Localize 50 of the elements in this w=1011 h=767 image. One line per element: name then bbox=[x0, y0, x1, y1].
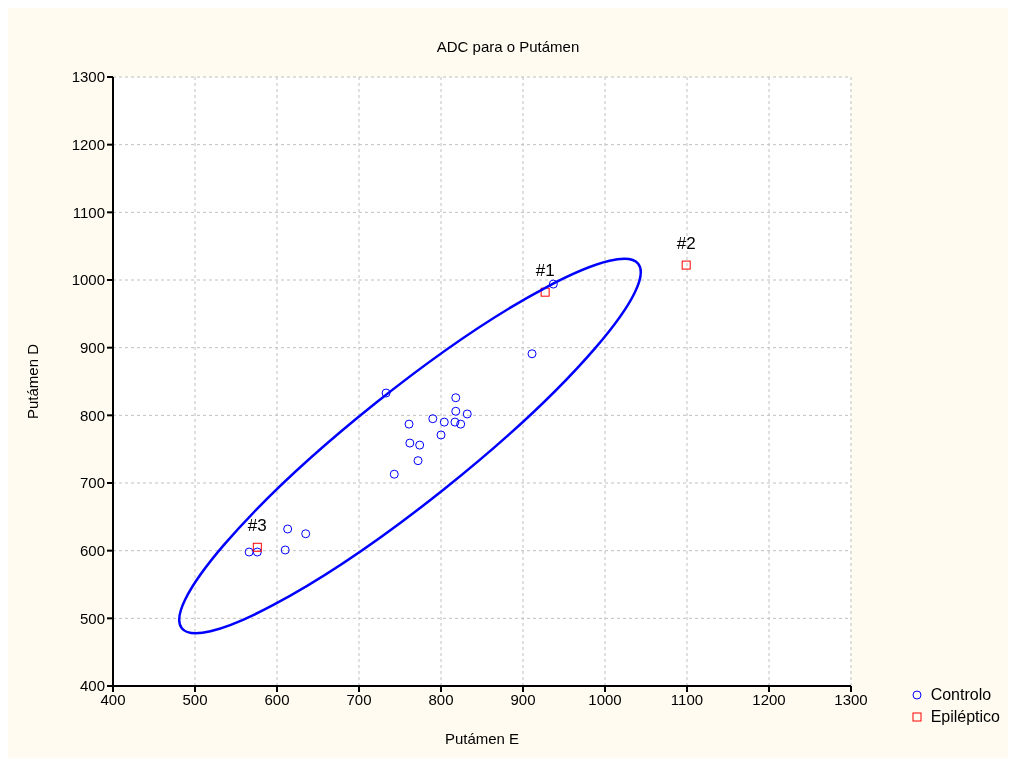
x-tick-label: 600 bbox=[264, 690, 290, 708]
x-tick-label: 800 bbox=[428, 690, 454, 708]
point bbox=[280, 545, 290, 555]
point bbox=[451, 406, 461, 416]
point bbox=[404, 419, 414, 429]
point bbox=[540, 287, 550, 297]
point bbox=[244, 547, 254, 557]
y-tick-label: 600 bbox=[79, 541, 105, 559]
y-tick-label: 500 bbox=[79, 609, 105, 627]
y-tick-label: 800 bbox=[79, 406, 105, 424]
y-tick-label: 1300 bbox=[71, 68, 105, 86]
point bbox=[456, 419, 466, 429]
point bbox=[405, 438, 415, 448]
y-tick-label: 1000 bbox=[71, 271, 105, 289]
annotation: #1 bbox=[535, 261, 555, 281]
chart-title: ADC para o Putámen bbox=[436, 38, 580, 55]
y-tick-label: 1100 bbox=[72, 203, 105, 221]
x-tick-label: 1100 bbox=[670, 690, 704, 708]
annotation: #2 bbox=[676, 234, 696, 254]
y-tick-label: 700 bbox=[79, 474, 105, 492]
point bbox=[548, 279, 558, 289]
point bbox=[439, 417, 449, 427]
point bbox=[681, 260, 691, 270]
point bbox=[451, 393, 461, 403]
y-tick-label: 1200 bbox=[71, 135, 105, 153]
x-tick-label: 1200 bbox=[752, 690, 786, 708]
point bbox=[252, 542, 262, 552]
point bbox=[381, 388, 391, 398]
point bbox=[252, 547, 262, 557]
y-axis-title: Putámen D bbox=[24, 343, 42, 420]
point bbox=[389, 469, 399, 479]
annotation: #3 bbox=[247, 516, 267, 536]
point bbox=[450, 417, 460, 427]
x-tick-label: 900 bbox=[510, 690, 536, 708]
y-tick-label: 900 bbox=[79, 338, 105, 356]
point bbox=[436, 430, 446, 440]
point bbox=[283, 524, 293, 534]
x-axis-title: Putámen E bbox=[444, 730, 520, 747]
legend-label: Epiléptico bbox=[930, 708, 1000, 726]
legend-label: Controlo bbox=[930, 686, 992, 704]
x-tick-label: 700 bbox=[346, 690, 372, 708]
point bbox=[428, 414, 438, 424]
x-tick-label: 1000 bbox=[588, 690, 622, 708]
x-tick-label: 1300 bbox=[834, 690, 868, 708]
point bbox=[527, 349, 537, 359]
point bbox=[462, 409, 472, 419]
point bbox=[413, 456, 423, 466]
point bbox=[301, 529, 311, 539]
x-tick-label: 500 bbox=[182, 690, 208, 708]
point bbox=[415, 440, 425, 450]
